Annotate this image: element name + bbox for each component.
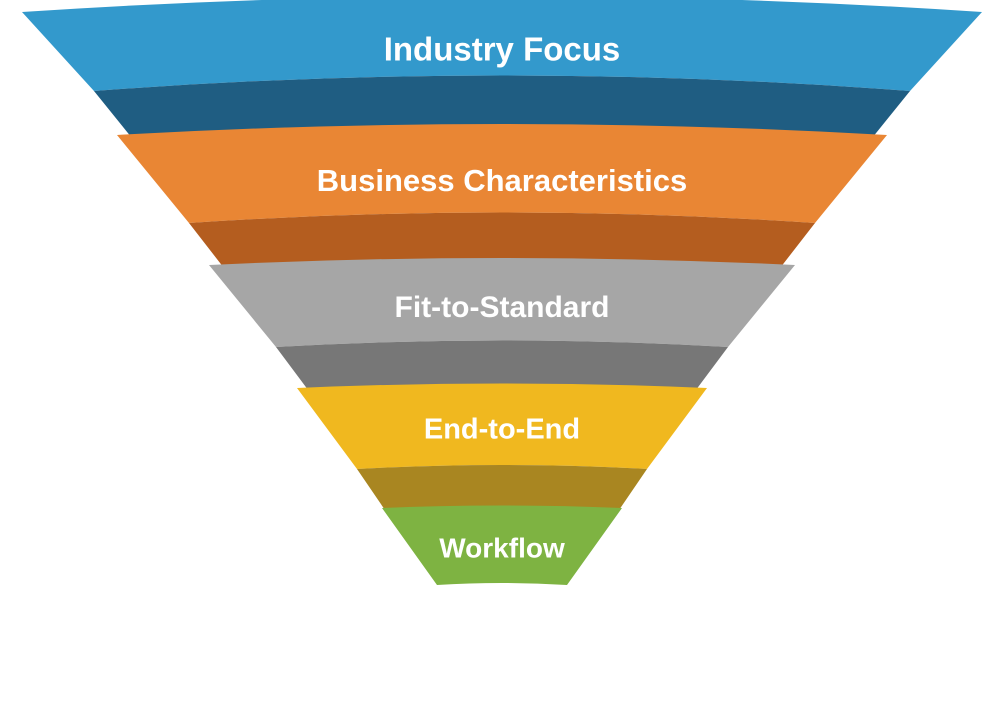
funnel-stage-3-label: End-to-End (424, 414, 580, 446)
funnel-diagram: Industry Focus Business Characteristics Fi… (0, 0, 1004, 710)
funnel-stage-2-label: Fit-to-Standard (395, 291, 610, 324)
funnel-stage-0-label: Industry Focus (384, 31, 621, 68)
funnel-stage-1-label: Business Characteristics (317, 163, 687, 198)
funnel-stage-4-label: Workflow (439, 532, 565, 563)
funnel-layers: Industry Focus Business Characteristics Fi… (22, 0, 982, 585)
